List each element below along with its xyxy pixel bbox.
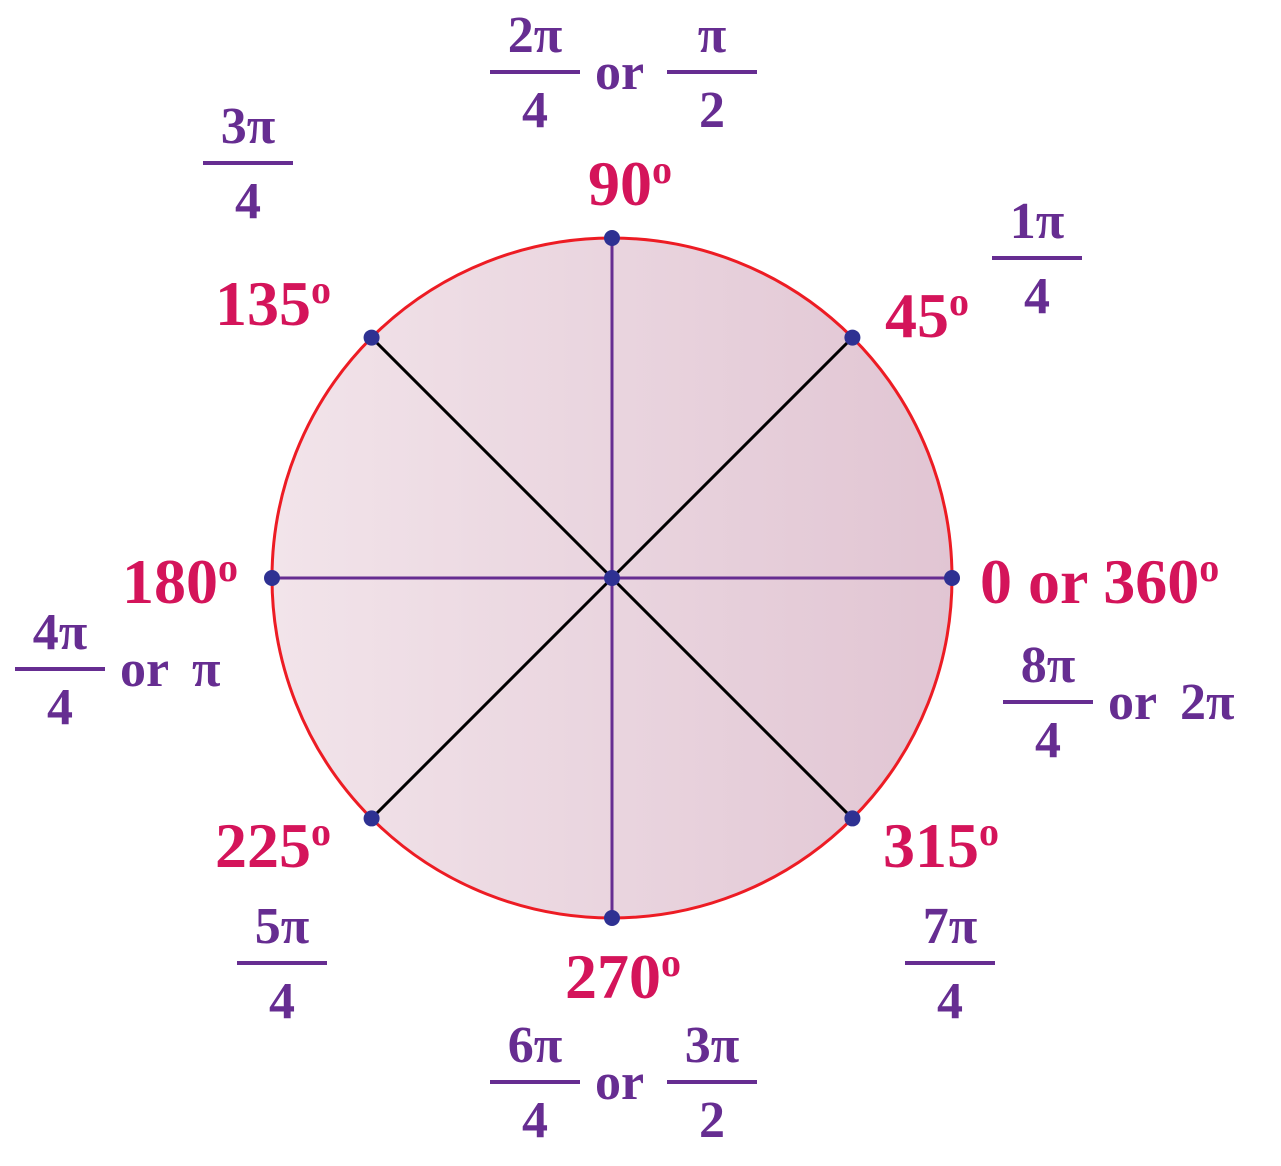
radian-label-315: 7π4 [905,898,995,1030]
degree-mark: o [218,545,238,590]
point-225 [363,810,380,827]
degree-label-45: 45o [885,279,969,351]
point-315 [844,810,861,827]
radian-text: or [595,44,644,101]
fraction-numerator: π [698,7,727,64]
radius-line-135 [370,336,614,580]
fraction-numerator: 2π [508,7,563,64]
fraction-numerator: 4π [33,604,88,661]
fraction-numerator: 8π [1021,637,1076,694]
radius-line-315 [610,576,854,820]
point-270 [604,910,620,926]
degree-mark: o [979,809,999,854]
degree-label-90: 90o [588,147,672,219]
degree-value: 0 or 360 [980,546,1199,617]
fraction-numerator: 1π [1010,193,1065,250]
radian-text: or [595,1054,644,1111]
degree-mark: o [949,279,969,324]
fraction-denominator: 4 [937,973,963,1030]
radian-text: or [120,641,169,698]
degree-label-225: 225o [215,809,331,881]
fraction-denominator: 4 [47,679,73,736]
degree-value: 180 [122,546,218,617]
fraction-denominator: 4 [1035,712,1061,769]
degree-mark: o [652,147,672,192]
fraction-denominator: 4 [1024,268,1050,325]
degree-value: 45 [885,280,949,351]
degree-value: 225 [215,810,311,881]
center-point [604,570,620,586]
radian-text: or [1108,674,1157,731]
degree-label-315: 315o [883,809,999,881]
radian-label-45: 1π4 [992,193,1082,325]
degree-value: 270 [565,941,661,1012]
fraction-denominator: 4 [235,173,261,230]
fraction-denominator: 4 [522,1092,548,1149]
fraction-denominator: 2 [699,1092,725,1149]
fraction-denominator: 4 [522,82,548,139]
point-45 [844,329,861,346]
radius-line-225 [370,576,614,820]
fraction-denominator: 4 [269,973,295,1030]
degree-mark: o [1199,545,1219,590]
degree-label-135: 135o [215,267,331,339]
degree-label-270: 270o [565,940,681,1012]
degree-value: 315 [883,810,979,881]
fraction-numerator: 3π [685,1017,740,1074]
degree-label-0: 0 or 360o [980,545,1219,617]
degree-value: 90 [588,148,652,219]
degree-value: 135 [215,268,311,339]
degree-label-180: 180o [122,545,238,617]
point-0 [944,570,960,586]
fraction-denominator: 2 [699,82,725,139]
fraction-numerator: 3π [221,98,276,155]
point-135 [363,329,380,346]
fraction-numerator: 5π [255,898,310,955]
radian-label-270: 6π 4 or 3π 2 [490,1017,757,1149]
radian-text: 2π [1180,674,1235,731]
fraction-numerator: 6π [508,1017,563,1074]
radian-text: π [192,641,221,698]
degree-mark: o [311,809,331,854]
radian-label-180: 4π 4 or π [15,604,221,736]
radian-label-135: 3π4 [203,98,293,230]
degree-mark: o [661,940,681,985]
radius-line-45 [610,336,854,580]
fraction-numerator: 7π [923,898,978,955]
point-180 [264,570,280,586]
degree-mark: o [311,267,331,312]
radian-label-0: 8π 4 or 2π [1003,637,1235,769]
radian-label-225: 5π4 [237,898,327,1030]
radian-label-90: 2π 4 orπ 2 [490,7,757,139]
point-90 [604,230,620,246]
